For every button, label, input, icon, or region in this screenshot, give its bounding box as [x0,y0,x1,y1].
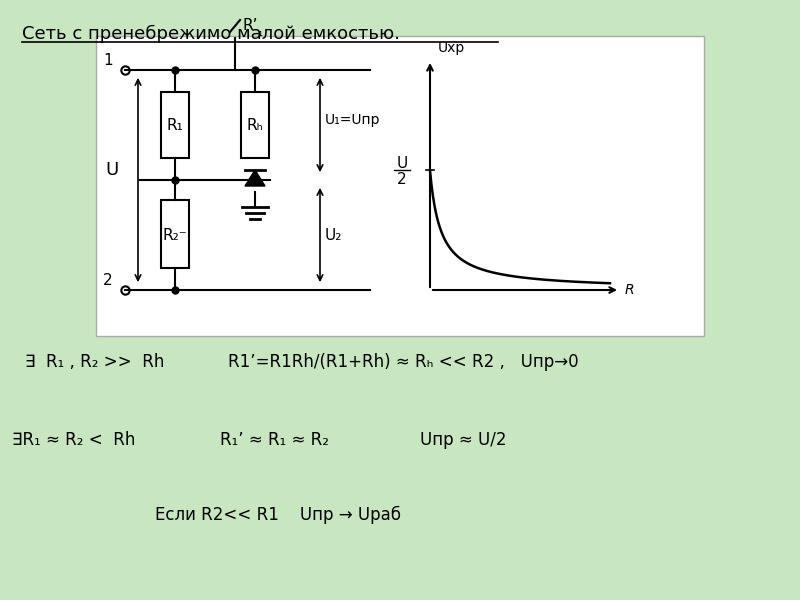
Text: 2: 2 [103,273,113,288]
Text: U: U [106,161,118,179]
Text: Если R2<< R1    Uпр → Uраб: Если R2<< R1 Uпр → Uраб [155,506,401,524]
Text: Uпр ≈ U/2: Uпр ≈ U/2 [420,431,506,449]
Bar [161,200,189,268]
Bar [96,36,704,336]
Text: U: U [396,156,408,171]
Text: U₁=Uпр: U₁=Uпр [325,113,381,127]
Text: R’: R’ [242,19,258,34]
Text: Сеть с пренебрежимо малой емкостью.: Сеть с пренебрежимо малой емкостью. [22,25,400,43]
Text: R₁: R₁ [166,118,183,133]
Text: Uхр: Uхр [438,41,466,55]
Text: Rₕ: Rₕ [246,118,263,133]
Bar [241,92,269,158]
Bar [161,92,189,158]
Text: R1’=R1Rh/(R1+Rh) ≈ Rₕ << R2 ,   Uпр→0: R1’=R1Rh/(R1+Rh) ≈ Rₕ << R2 , Uпр→0 [228,353,578,371]
Text: 1: 1 [103,53,113,68]
Polygon shape [245,170,265,186]
Text: 2: 2 [397,172,407,187]
Text: R: R [625,283,634,297]
Text: ₁: ₁ [257,25,262,38]
Text: U₂: U₂ [325,227,342,242]
Text: R₂⁻: R₂⁻ [162,227,187,242]
Text: ∃R₁ ≈ R₂ <  Rh: ∃R₁ ≈ R₂ < Rh [12,431,135,449]
Text: R₁’ ≈ R₁ ≈ R₂: R₁’ ≈ R₁ ≈ R₂ [220,431,329,449]
Text: ∃  R₁ , R₂ >>  Rh: ∃ R₁ , R₂ >> Rh [25,353,164,371]
